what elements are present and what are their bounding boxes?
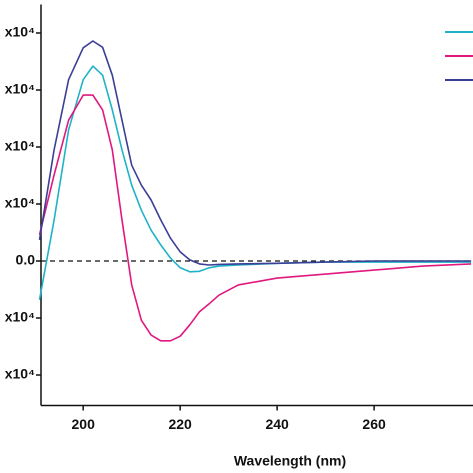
- x-tick-label: 240: [265, 416, 289, 432]
- y-tick-label: x10⁴: [5, 81, 35, 97]
- y-tick-label: x10⁴: [5, 138, 35, 154]
- series-line: [38, 65, 472, 300]
- series-line: [38, 94, 472, 342]
- series-line: [38, 40, 472, 266]
- y-tick-label: x10⁴: [5, 366, 35, 382]
- y-tick-label: 0.0: [16, 252, 36, 268]
- x-axis-label: Wavelength (nm): [234, 453, 346, 469]
- y-tick-label: x10⁴: [5, 309, 35, 325]
- x-tick-label: 260: [362, 416, 386, 432]
- y-tick-label: x10⁴: [5, 195, 35, 211]
- y-tick-label: x10⁴: [5, 24, 35, 40]
- x-tick-label: 220: [168, 416, 192, 432]
- x-tick-label: 200: [72, 416, 96, 432]
